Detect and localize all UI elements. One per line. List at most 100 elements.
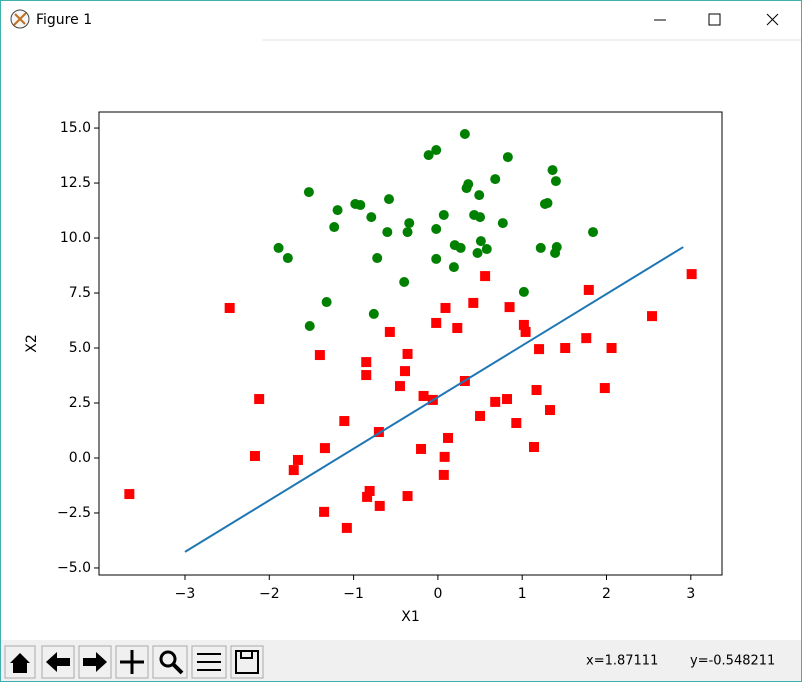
point — [224, 302, 235, 313]
y-tick-label: 15.0 — [60, 120, 91, 136]
x-tick-label: 2 — [602, 586, 611, 602]
app-icon-glyph — [13, 12, 27, 26]
point — [314, 350, 325, 361]
point — [124, 489, 135, 500]
point — [490, 396, 501, 407]
point — [529, 441, 540, 452]
point — [254, 394, 265, 405]
axes-frame — [98, 111, 723, 576]
point — [448, 262, 459, 273]
point — [480, 271, 491, 282]
x-tick-label: −1 — [343, 586, 364, 602]
point — [366, 212, 377, 223]
point — [273, 242, 284, 253]
point — [361, 370, 372, 381]
point — [321, 297, 332, 308]
point — [364, 485, 375, 496]
point — [588, 227, 599, 238]
y-tick-label: 10.0 — [60, 230, 91, 246]
point — [550, 247, 561, 258]
point — [431, 253, 442, 264]
point — [545, 405, 556, 416]
point — [606, 343, 617, 354]
line — [184, 246, 684, 553]
point — [373, 427, 384, 438]
point — [382, 227, 393, 238]
zoom-handle — [171, 662, 184, 675]
point — [455, 242, 466, 253]
point — [518, 319, 529, 330]
point — [502, 394, 513, 405]
point — [362, 491, 373, 502]
home-icon — [10, 653, 30, 673]
point — [475, 212, 486, 223]
point — [384, 194, 395, 205]
point — [404, 218, 415, 229]
point — [288, 465, 299, 476]
point — [439, 451, 450, 462]
x-tick-label: −3 — [175, 586, 196, 602]
point — [402, 227, 413, 238]
point — [319, 443, 330, 454]
pan-icon — [120, 650, 144, 674]
point — [686, 269, 697, 280]
point — [481, 244, 492, 255]
x-tick-label: 1 — [518, 586, 527, 602]
point — [550, 176, 561, 187]
point — [402, 348, 413, 359]
point — [560, 343, 571, 354]
point — [502, 152, 513, 163]
point — [355, 200, 366, 211]
point — [292, 454, 303, 465]
save-icon-slot — [240, 650, 253, 659]
y-tick-label: 0.0 — [69, 450, 91, 466]
point — [474, 190, 485, 201]
x-tick-label: −2 — [259, 586, 280, 602]
x-axis-label: X1 — [401, 609, 420, 625]
point — [475, 410, 486, 421]
point — [459, 128, 470, 139]
x-tick-label: 3 — [686, 586, 695, 602]
forward-icon — [83, 652, 107, 672]
point — [490, 174, 501, 185]
point — [368, 308, 379, 319]
y-tick-label: 5.0 — [69, 340, 91, 356]
point — [249, 451, 260, 462]
point — [531, 385, 542, 396]
point — [472, 247, 483, 258]
x-tick-label: 0 — [433, 586, 442, 602]
point — [372, 253, 383, 264]
configure-icon — [197, 653, 221, 671]
cursor-y: y=-0.548211 — [690, 654, 775, 669]
point — [511, 418, 522, 429]
point — [438, 469, 449, 480]
toolbar: x=1.87111 y=-0.548211 — [1, 640, 801, 681]
y-tick-label: −5.0 — [57, 560, 91, 576]
point — [400, 366, 411, 377]
y-tick-label: 7.5 — [69, 285, 91, 301]
point — [520, 326, 531, 337]
point — [394, 381, 405, 392]
close-button[interactable] — [766, 13, 779, 26]
point — [452, 322, 463, 333]
window-title: Figure 1 — [36, 12, 92, 28]
point — [319, 506, 330, 517]
back-icon — [46, 652, 70, 672]
y-axis-label: X2 — [24, 334, 40, 353]
point — [431, 145, 442, 156]
point — [461, 183, 472, 194]
point — [423, 150, 434, 161]
point — [282, 253, 293, 264]
point — [431, 224, 442, 235]
plot: −3 −2 −1 0 1 2 3 −5.0 −2.5 0.0 2.5 5.0 7.5 10.0 12.5 15… — [24, 111, 723, 625]
point — [542, 198, 553, 209]
point — [399, 277, 410, 288]
point — [468, 297, 479, 308]
maximize-button[interactable] — [708, 13, 721, 26]
point — [581, 333, 592, 344]
point — [599, 383, 610, 394]
point — [329, 222, 340, 233]
y-tick-label: −2.5 — [57, 505, 91, 521]
